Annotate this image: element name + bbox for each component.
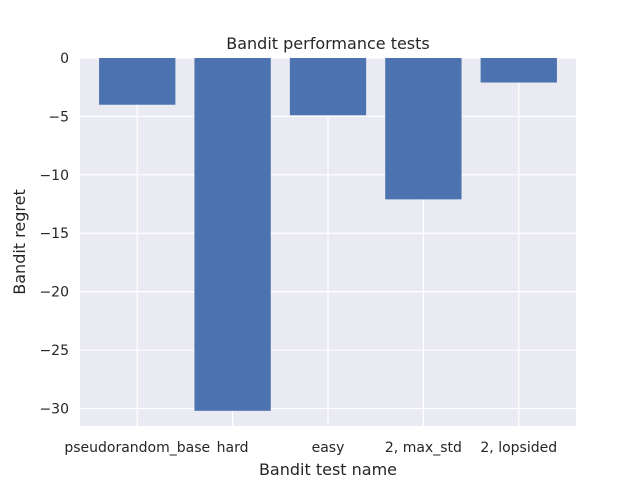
x-tick-labels: pseudorandom_base hard easy 2, max_std 2, lo…	[64, 440, 557, 456]
x-tick-label: pseudorandom_base	[64, 440, 210, 456]
y-tick-label: −30	[39, 401, 69, 417]
bar	[480, 58, 557, 83]
bar	[99, 58, 176, 105]
x-tick-label: hard	[217, 440, 249, 456]
x-tick-label: 2, lopsided	[480, 440, 557, 456]
x-tick-label: easy	[312, 440, 345, 456]
y-tick-label: −25	[39, 343, 69, 359]
bars	[99, 58, 557, 411]
bar	[385, 58, 462, 200]
bar	[289, 58, 367, 116]
x-axis-label: Bandit test name	[259, 460, 397, 479]
y-tick-label: −10	[39, 168, 69, 184]
y-tick-label: 0	[60, 51, 69, 67]
y-tick-label: −20	[39, 285, 69, 301]
y-tick-label: −5	[48, 109, 69, 125]
x-tick-label: 2, max_std	[385, 440, 462, 456]
y-tick-labels: 0 −5 −10 −15 −20 −25 −30	[39, 51, 69, 417]
y-tick-label: −15	[39, 226, 69, 242]
y-axis-label: Bandit regret	[10, 189, 29, 294]
chart-title: Bandit performance tests	[226, 34, 430, 53]
bar	[194, 58, 271, 411]
